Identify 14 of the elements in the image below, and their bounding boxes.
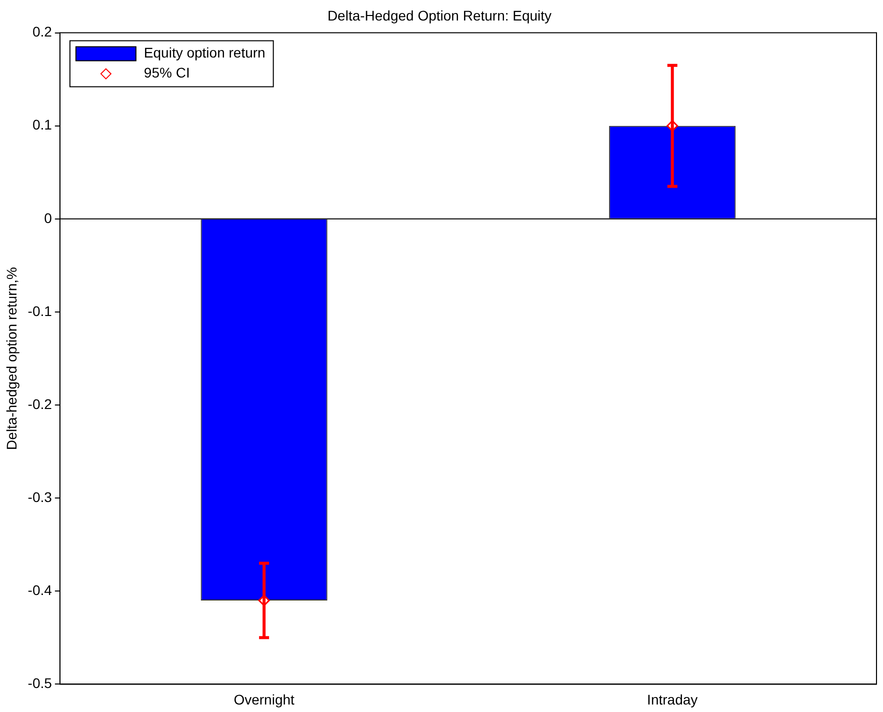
y-tick-label: -0.1	[28, 302, 52, 319]
legend-label: Equity option return	[144, 44, 266, 61]
y-tick-label: -0.4	[28, 582, 52, 598]
chart-title: Delta-Hedged Option Return: Equity	[327, 7, 552, 24]
y-tick-label: -0.5	[28, 675, 52, 692]
x-tick-label: Intraday	[647, 691, 698, 708]
y-tick-label: -0.3	[28, 488, 52, 505]
y-axis-title: Delta-hedged option return,%	[3, 267, 20, 450]
y-tick-label: -0.2	[28, 396, 52, 412]
y-tick-label: 0	[44, 210, 52, 226]
legend-label: 95% CI	[144, 64, 190, 81]
y-tick-label: 0.1	[32, 116, 52, 133]
y-tick-label: 0.2	[32, 24, 52, 40]
x-tick-label: Overnight	[234, 691, 295, 708]
